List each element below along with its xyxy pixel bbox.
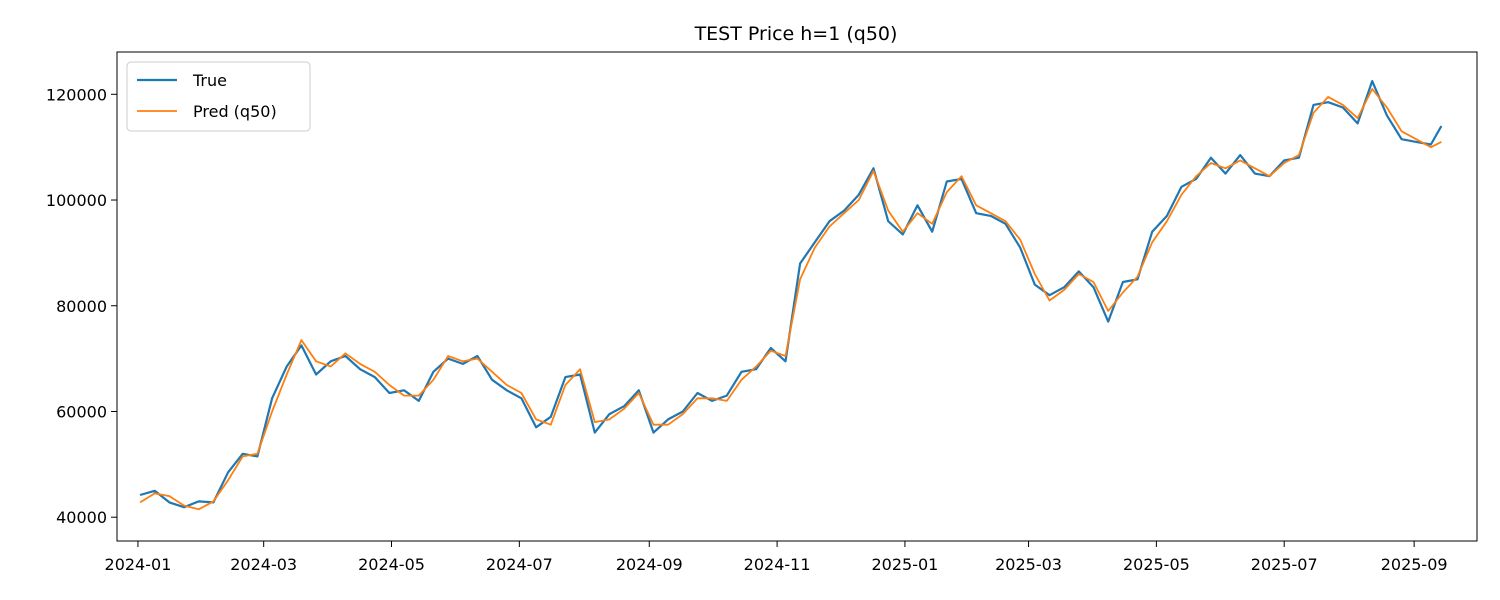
plot-area: 2024-01 2024-03 2024-05 2024-07 2024-09 2024-…: [46, 51, 1478, 574]
series-line-true: [139, 79, 1443, 509]
x-tick-label: 2025-05: [1123, 555, 1190, 574]
x-tick-label: 2024-05: [358, 555, 425, 574]
x-tick-label: 2025-09: [1381, 555, 1448, 574]
legend-label-pred-q50: Pred (q50): [193, 102, 277, 121]
series-layer: [139, 79, 1443, 511]
series-line-pred-q50: [139, 88, 1442, 511]
x-tick-label: 2024-07: [486, 555, 553, 574]
x-tick-label: 2025-01: [871, 555, 938, 574]
x-tick-label: 2024-03: [230, 555, 297, 574]
x-tick-label: 2024-09: [616, 555, 683, 574]
y-tick-label: 80000: [56, 297, 107, 316]
x-tick-label: 2024-11: [744, 555, 811, 574]
x-tick-label: 2025-07: [1251, 555, 1318, 574]
chart-title: TEST Price h=1 (q50): [694, 23, 898, 45]
plot-frame: [116, 51, 1478, 542]
y-tick-label: 60000: [56, 402, 107, 421]
x-axis: 2024-01 2024-03 2024-05 2024-07 2024-09 2024-…: [105, 541, 1448, 574]
y-tick-label: 40000: [56, 508, 107, 527]
y-tick-label: 100000: [46, 191, 107, 210]
y-axis: 40000 60000 80000 100000 120000: [46, 85, 117, 527]
x-tick-label: 2024-01: [105, 555, 172, 574]
y-tick-label: 120000: [46, 85, 107, 104]
legend-label-true: True: [192, 71, 227, 90]
legend: True Pred (q50): [126, 61, 311, 132]
x-tick-label: 2025-03: [995, 555, 1062, 574]
